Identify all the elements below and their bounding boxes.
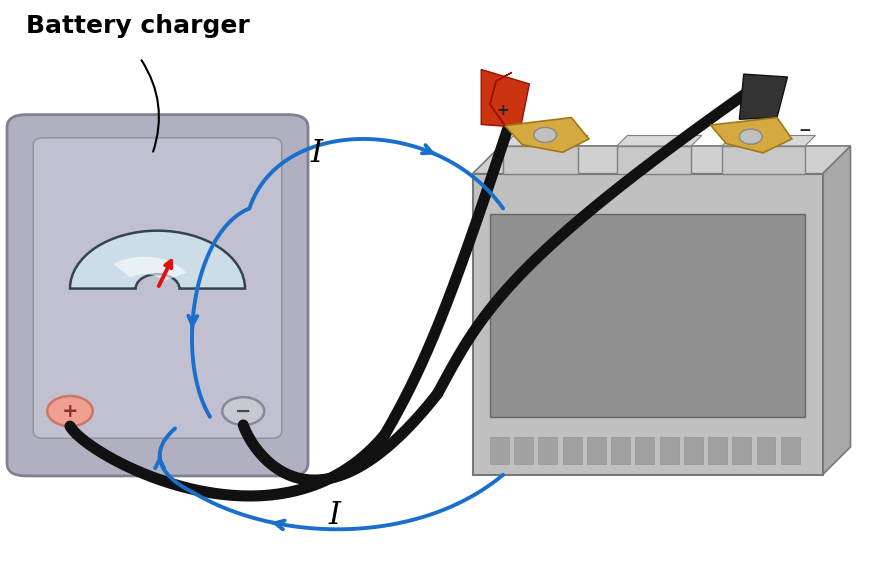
Polygon shape: [490, 72, 512, 126]
Bar: [503, 146, 578, 174]
Bar: [490, 214, 805, 417]
Text: −: −: [235, 402, 251, 420]
Bar: [708, 437, 727, 464]
Text: Battery charger: Battery charger: [26, 14, 250, 38]
Polygon shape: [822, 146, 850, 475]
Wedge shape: [70, 230, 245, 288]
Bar: [757, 437, 775, 464]
FancyBboxPatch shape: [7, 115, 308, 476]
Text: −: −: [799, 123, 811, 138]
Bar: [722, 146, 805, 174]
Circle shape: [222, 397, 264, 425]
Polygon shape: [505, 118, 589, 152]
Bar: [684, 437, 703, 464]
Bar: [563, 437, 582, 464]
Bar: [514, 437, 533, 464]
Text: I: I: [328, 500, 340, 531]
Polygon shape: [481, 69, 529, 127]
Bar: [617, 146, 691, 174]
Bar: [587, 437, 605, 464]
Bar: [660, 437, 678, 464]
Bar: [635, 437, 654, 464]
Text: I: I: [311, 138, 323, 169]
Polygon shape: [617, 135, 702, 146]
Bar: [611, 437, 630, 464]
Bar: [490, 437, 509, 464]
Bar: [473, 174, 822, 475]
Circle shape: [739, 129, 762, 144]
Bar: [780, 437, 800, 464]
Text: +: +: [62, 402, 78, 420]
Text: +: +: [497, 102, 509, 118]
FancyBboxPatch shape: [33, 138, 282, 438]
Circle shape: [47, 396, 93, 426]
Polygon shape: [473, 146, 850, 174]
Bar: [732, 437, 752, 464]
Bar: [538, 437, 557, 464]
Polygon shape: [503, 135, 588, 146]
Polygon shape: [722, 135, 816, 146]
Polygon shape: [710, 118, 792, 153]
Wedge shape: [114, 256, 186, 281]
Polygon shape: [739, 74, 788, 119]
Circle shape: [534, 127, 556, 142]
